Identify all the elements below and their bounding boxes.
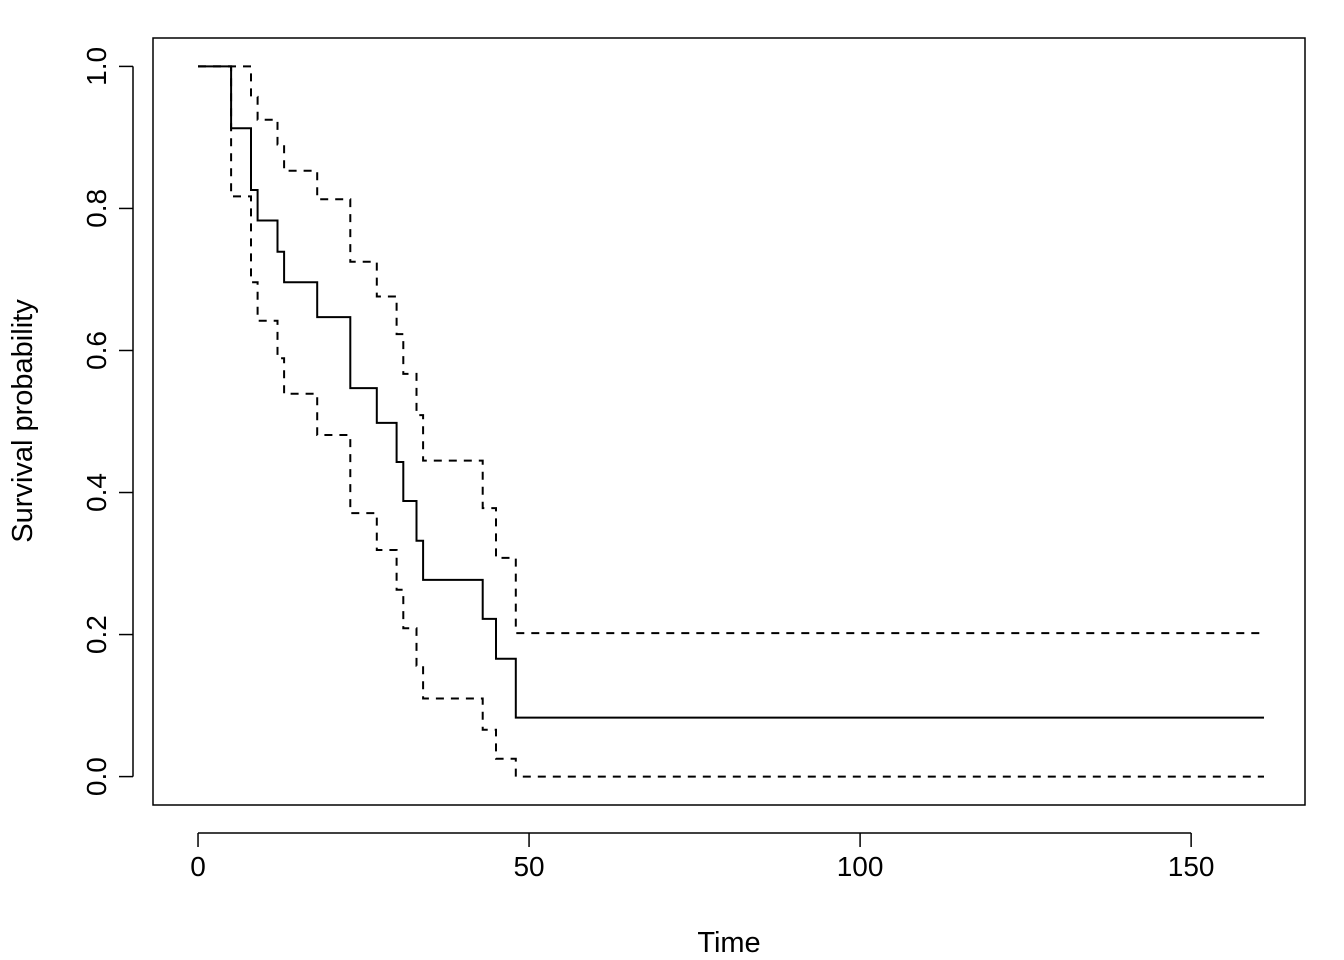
- y-tick-label: 0.8: [81, 189, 112, 228]
- series-layer: [198, 65, 1264, 778]
- y-axis-label: Survival probability: [7, 299, 39, 543]
- x-tick-label: 50: [513, 851, 544, 882]
- y-tick-label: 0.0: [81, 757, 112, 796]
- y-axis: 0.0 0.2 0.4 0.6 0.8 1.0: [81, 47, 134, 796]
- x-tick-label: 0: [190, 851, 206, 882]
- x-axis-label: Time: [697, 927, 760, 959]
- plot-box: [152, 37, 1306, 806]
- ci-bound-line-2: [198, 65, 1264, 778]
- y-tick-label: 1.0: [81, 47, 112, 86]
- y-tick-label: 0.2: [81, 615, 112, 654]
- y-tick-label: 0.4: [81, 473, 112, 512]
- x-tick-label: 150: [1168, 851, 1215, 882]
- x-axis: 0 50 100 150: [190, 832, 1215, 882]
- x-tick-label: 100: [837, 851, 884, 882]
- y-tick-label: 0.6: [81, 331, 112, 370]
- ci-bound-line-1: [198, 65, 1264, 635]
- survival-curve-line: [198, 65, 1264, 719]
